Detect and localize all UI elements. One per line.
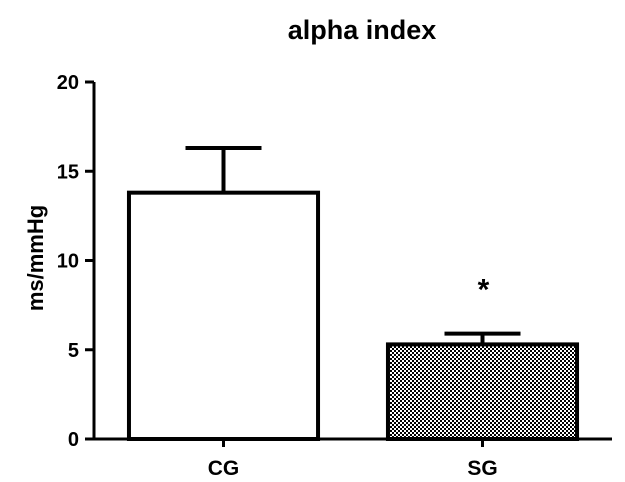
significance-marker-sg: * <box>478 274 490 307</box>
bars-layer <box>126 190 580 441</box>
y-axis-label: ms/mmHg <box>23 205 48 311</box>
y-tick-label-0: 0 <box>68 429 79 451</box>
x-tick-label-sg: SG <box>467 457 497 480</box>
y-tick-label-20: 20 <box>57 72 79 94</box>
x-axis: CG SG <box>93 437 612 480</box>
chart-title: alpha index <box>288 15 437 45</box>
y-tick-label-15: 15 <box>57 161 79 183</box>
error-bars-layer <box>185 146 521 345</box>
x-tick-label-cg: CG <box>208 457 240 480</box>
y-tick-label-5: 5 <box>68 340 79 362</box>
bar-cg <box>126 190 321 441</box>
y-axis: 0 5 10 15 20 <box>57 72 96 451</box>
annotations-layer: * <box>478 274 490 307</box>
bar-sg <box>385 342 580 441</box>
y-tick-label-10: 10 <box>57 251 79 273</box>
